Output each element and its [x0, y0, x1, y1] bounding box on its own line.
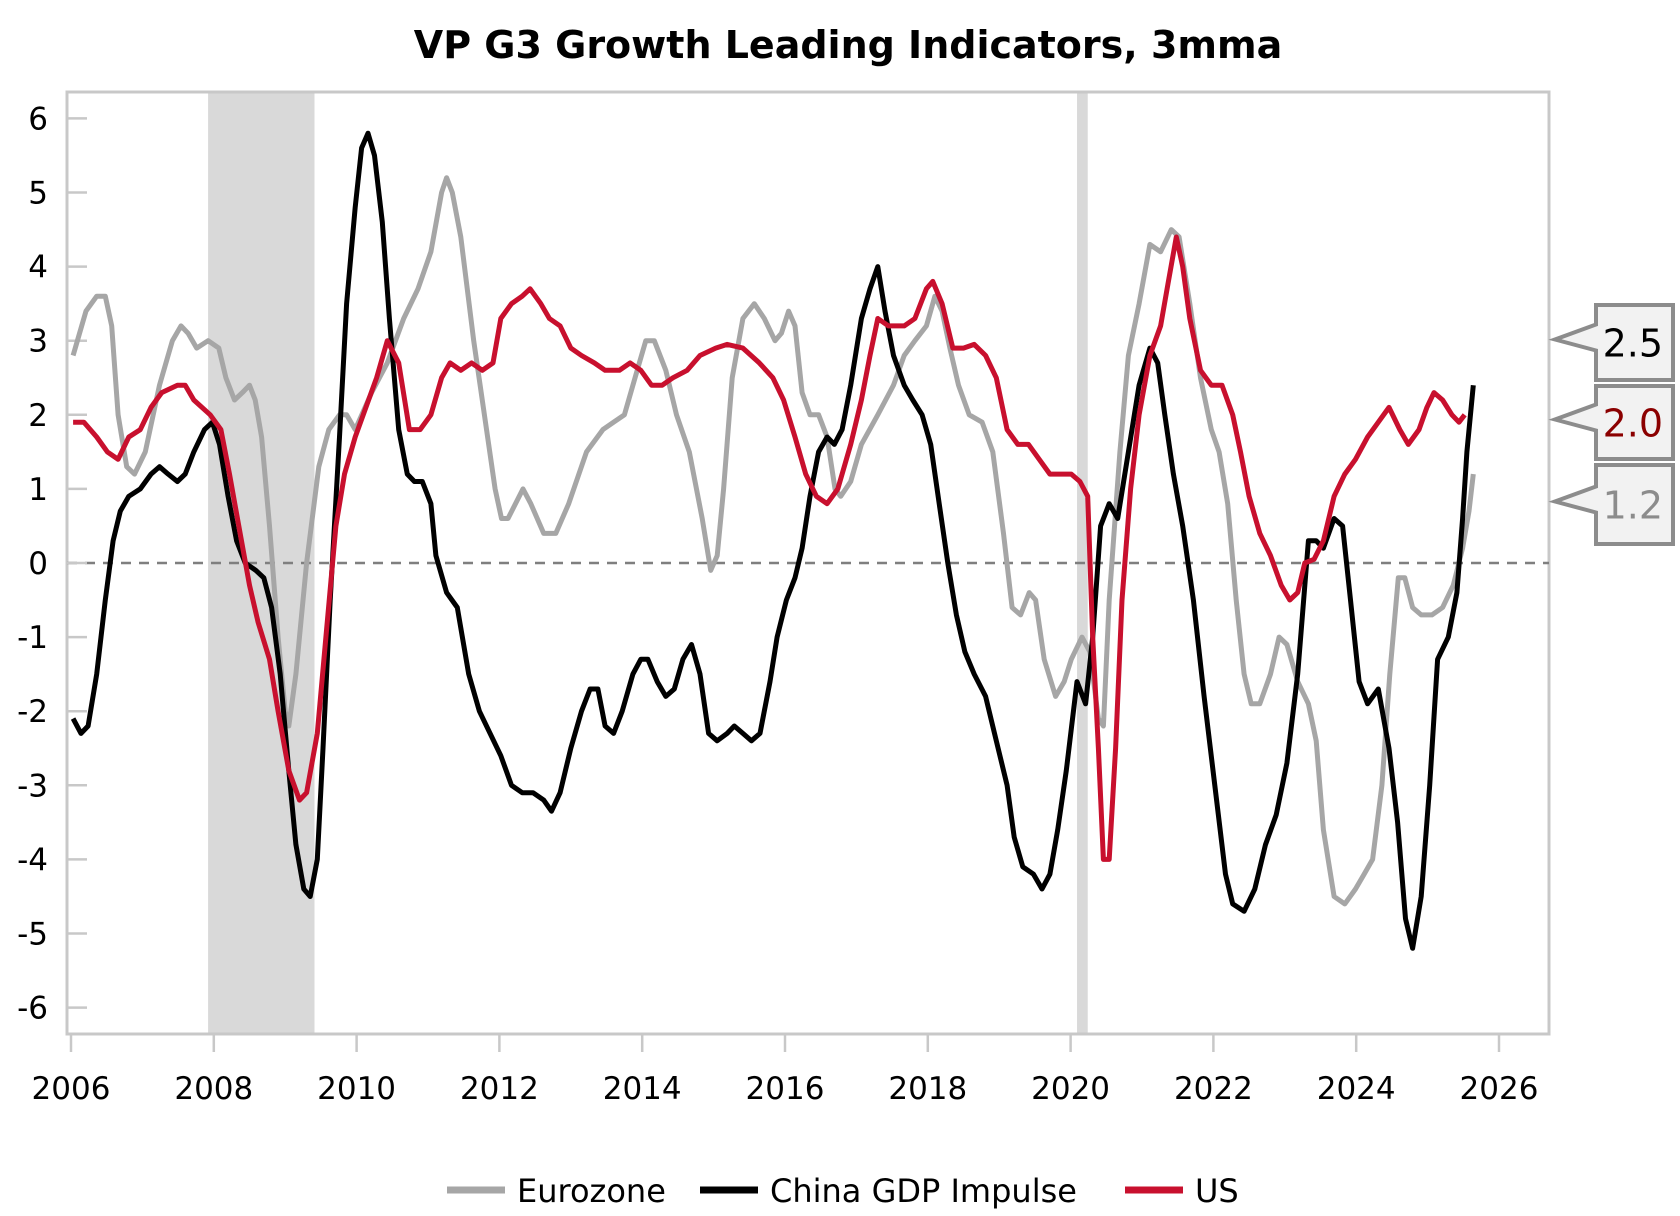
y-tick-label: -3: [17, 768, 48, 804]
x-tick-label: 2026: [1460, 1071, 1539, 1107]
end-value-callout: [1548, 303, 1675, 382]
chart-title: VP G3 Growth Leading Indicators, 3mma: [414, 23, 1282, 67]
x-tick-label: 2018: [888, 1071, 967, 1107]
y-tick-label: -5: [17, 917, 48, 953]
end-value-label: 2.0: [1603, 402, 1663, 446]
y-tick-label: -2: [17, 694, 48, 730]
y-tick-label: 1: [28, 472, 48, 508]
y-tick-label: -6: [17, 991, 48, 1027]
x-tick-label: 2006: [32, 1071, 111, 1107]
end-value-callout: [1548, 384, 1675, 461]
y-tick-label: 3: [28, 324, 48, 360]
end-value-label: 1.2: [1603, 484, 1663, 528]
legend-label: Eurozone: [517, 1172, 666, 1210]
y-tick-label: -4: [17, 842, 48, 878]
y-tick-label: 6: [28, 101, 48, 137]
x-tick-label: 2014: [603, 1071, 682, 1107]
y-tick-label: 4: [28, 250, 48, 286]
series-line-eurozone: [70, 175, 1476, 907]
legend-label: China GDP Impulse: [770, 1172, 1077, 1210]
y-tick-label: -1: [17, 620, 48, 656]
x-tick-label: 2010: [317, 1071, 396, 1107]
x-tick-label: 2012: [460, 1071, 539, 1107]
end-value-label: 2.5: [1603, 322, 1663, 366]
recession-shading: [208, 92, 315, 1034]
x-tick-label: 2022: [1174, 1071, 1253, 1107]
x-tick-label: 2020: [1031, 1071, 1110, 1107]
y-tick-label: 2: [28, 398, 48, 434]
y-tick-label: 5: [28, 176, 48, 212]
series-line-us: [73, 234, 1467, 862]
legend-label: US: [1195, 1172, 1239, 1210]
y-tick-label: 0: [28, 546, 48, 582]
series-line-china-gdp-impulse: [70, 130, 1476, 951]
end-value-callout: [1548, 463, 1675, 546]
x-tick-label: 2008: [174, 1071, 253, 1107]
x-tick-label: 2024: [1317, 1071, 1396, 1107]
x-tick-label: 2016: [746, 1071, 825, 1107]
